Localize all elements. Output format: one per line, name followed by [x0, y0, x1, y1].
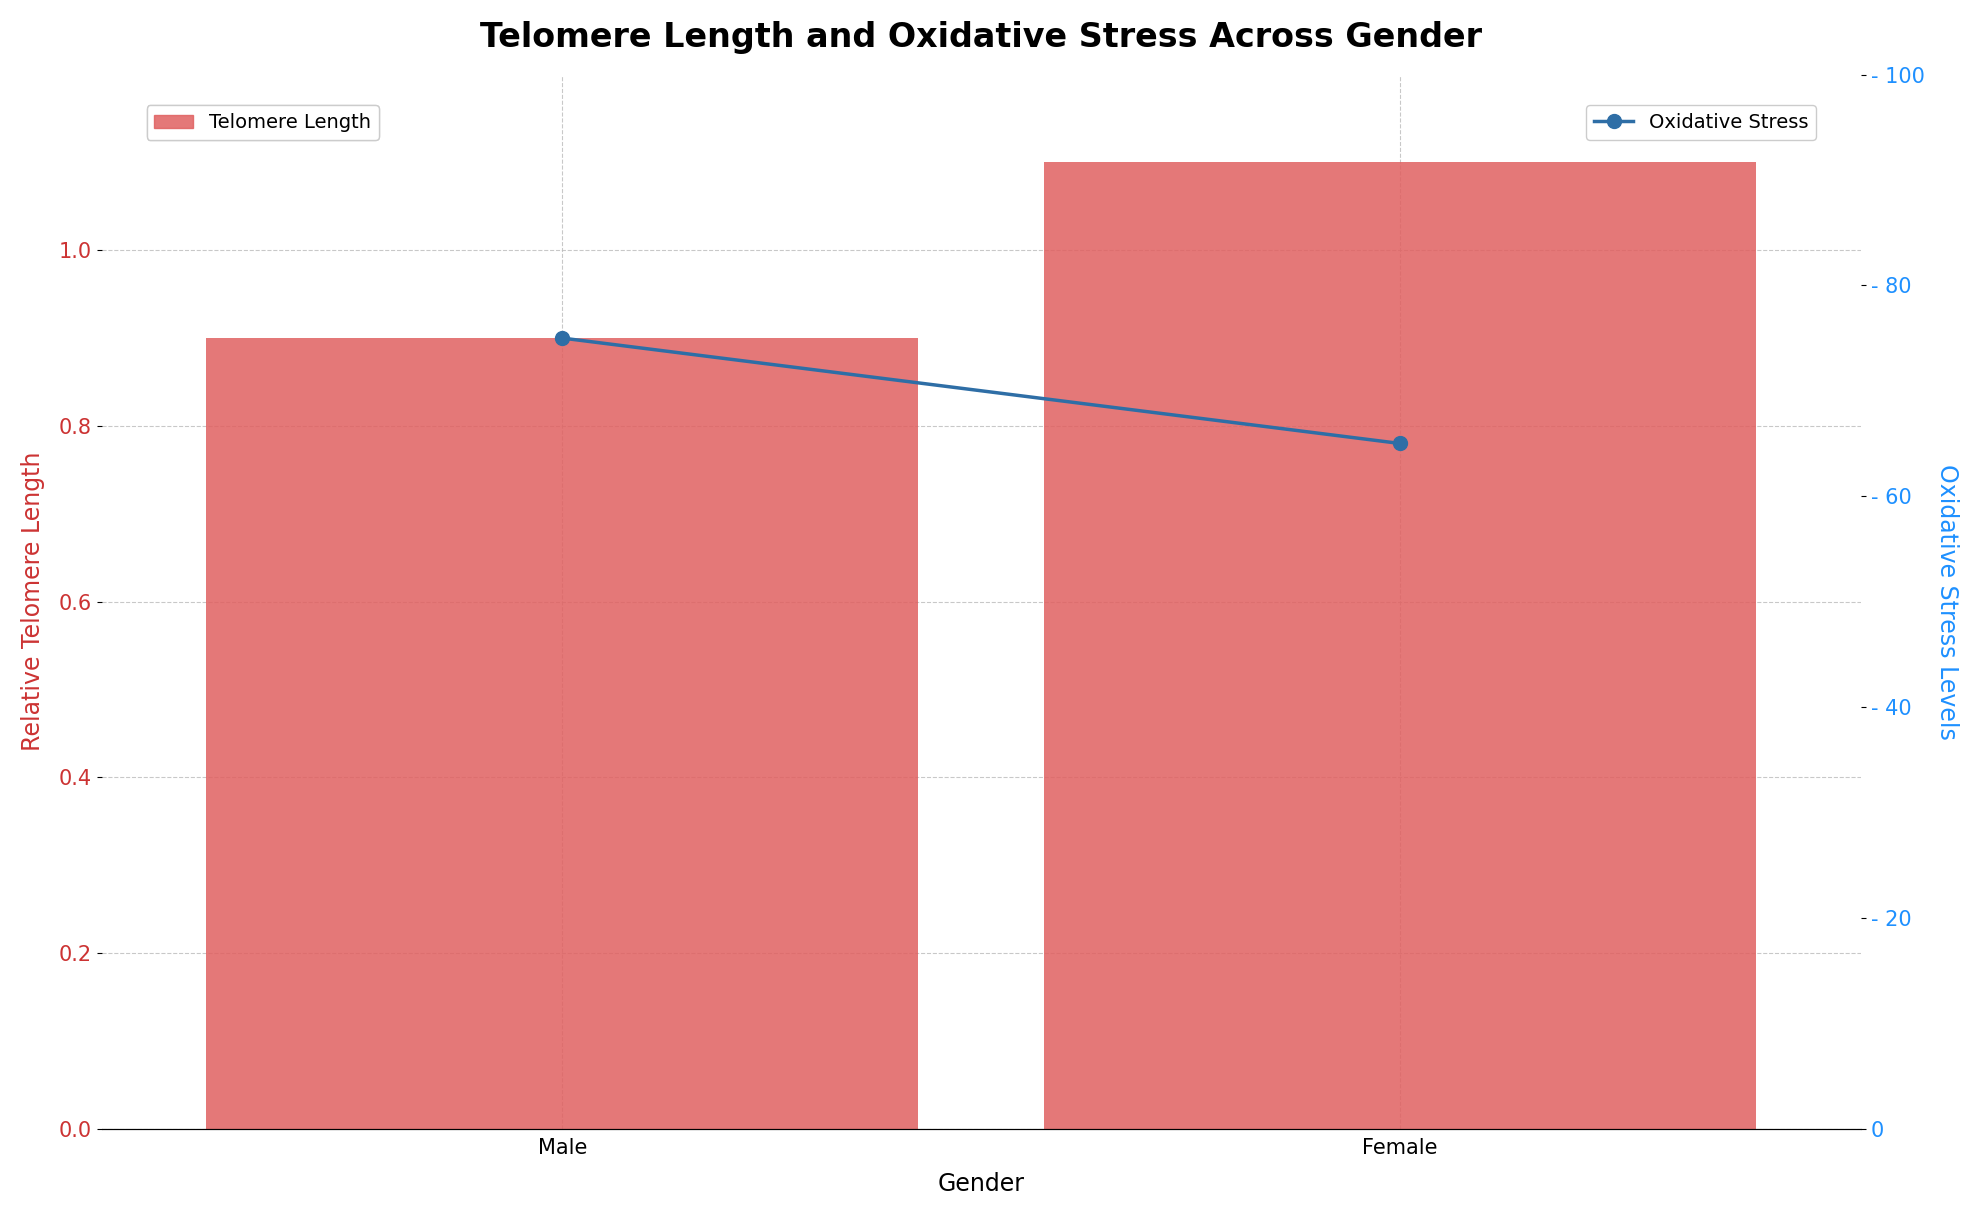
Bar: [206, 338, 919, 1128]
Bar: [1043, 162, 1756, 1128]
Oxidative Stress: [1388, 436, 1412, 450]
Legend: Oxidative Stress: Oxidative Stress: [1586, 106, 1816, 140]
Y-axis label: Oxidative Stress Levels: Oxidative Stress Levels: [1934, 464, 1958, 740]
X-axis label: Gender: Gender: [939, 1172, 1026, 1196]
Title: Telomere Length and Oxidative Stress Across Gender: Telomere Length and Oxidative Stress Acr…: [481, 21, 1483, 54]
Oxidative Stress: [550, 331, 574, 346]
Y-axis label: Relative Telomere Length: Relative Telomere Length: [22, 452, 46, 751]
Legend: Telomere Length: Telomere Length: [147, 106, 378, 140]
Line: Oxidative Stress: Oxidative Stress: [556, 331, 1408, 450]
